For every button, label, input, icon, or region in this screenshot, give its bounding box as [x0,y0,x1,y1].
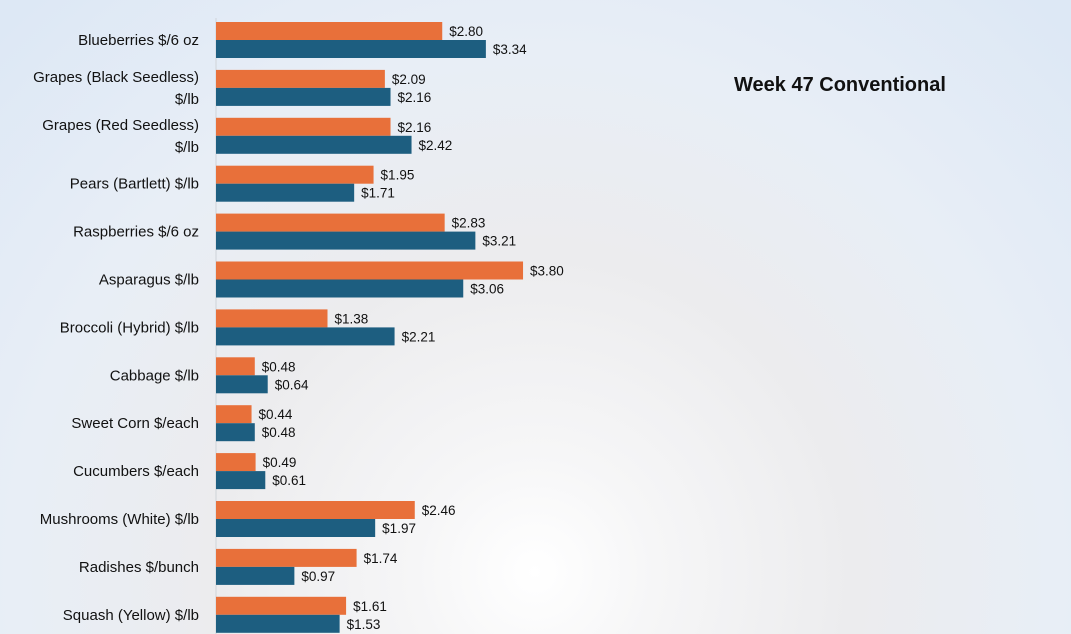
bar-series-orange [216,213,445,232]
category-label: Radishes $/bunch [79,559,199,576]
bar-series-blue [216,135,412,154]
data-label: $0.64 [275,377,309,392]
bar-series-orange [216,165,374,184]
bar-series-blue [216,423,255,442]
bar-series-orange [216,596,347,615]
bar-series-blue [216,279,464,298]
data-label: $2.42 [419,138,453,153]
data-label: $1.38 [335,311,369,326]
bar-series-orange [216,309,328,328]
bar-series-orange [216,357,255,376]
bar-series-blue [216,87,391,106]
category-label: Squash (Yellow) $/lb [63,607,199,624]
data-label: $3.80 [530,264,564,279]
data-label: $2.21 [402,329,436,344]
data-label: $3.21 [482,234,516,249]
bar-series-blue [216,519,376,537]
category-label: Sweet Corn $/each [71,415,199,432]
bar-series-blue [216,471,266,490]
bar-series-blue [216,40,486,58]
data-label: $3.06 [470,282,504,297]
bar-series-blue [216,614,340,633]
data-label: $1.97 [382,521,416,536]
chart-title: Week 47 Conventional [734,74,946,96]
category-label: Cucumbers $/each [73,463,199,480]
data-label: $2.16 [398,120,432,135]
category-label: Broccoli (Hybrid) $/lb [60,319,199,336]
data-label: $0.49 [263,455,297,470]
category-label: Mushrooms (White) $/lb [40,511,199,528]
bar-series-blue [216,566,295,585]
data-label: $2.09 [392,72,426,87]
bar-series-orange [216,405,252,424]
data-label: $0.48 [262,359,296,374]
bar-series-orange [216,453,256,472]
category-label: Asparagus $/lb [99,272,199,289]
data-label: $1.71 [361,186,395,201]
data-label: $0.48 [262,425,296,440]
bar-series-orange [216,117,391,136]
bars-layer: Blueberries $/6 oz $2.80 $3.34 Grapes (Blac… [33,18,564,634]
bar-series-blue [216,375,268,394]
data-label: $3.34 [493,42,527,57]
data-label: $1.74 [364,551,398,566]
data-label: $1.61 [353,599,387,614]
data-label: $0.97 [301,569,335,584]
bar-series-blue [216,231,476,250]
category-label: Grapes (Red Seedless) $/lb [42,117,199,156]
data-label: $2.80 [449,24,483,39]
bar-series-blue [216,327,395,346]
data-label: $2.83 [452,216,486,231]
bar-series-orange [216,22,443,40]
category-label: Grapes (Black Seedless) $/lb [33,69,199,108]
category-label: Pears (Bartlett) $/lb [70,176,199,193]
data-label: $1.53 [347,617,381,632]
data-label: $1.95 [381,168,415,183]
data-label: $0.61 [272,473,306,488]
data-label: $2.46 [422,503,456,518]
bar-series-orange [216,261,524,280]
bar-series-orange [216,548,357,567]
category-label: Blueberries $/6 oz [78,32,199,49]
category-label: Cabbage $/lb [110,367,199,384]
category-label: Raspberries $/6 oz [73,224,199,241]
data-label: $0.44 [259,407,293,422]
data-label: $2.16 [398,90,432,105]
bar-series-orange [216,501,415,519]
bar-series-orange [216,69,385,88]
bar-series-blue [216,183,355,202]
